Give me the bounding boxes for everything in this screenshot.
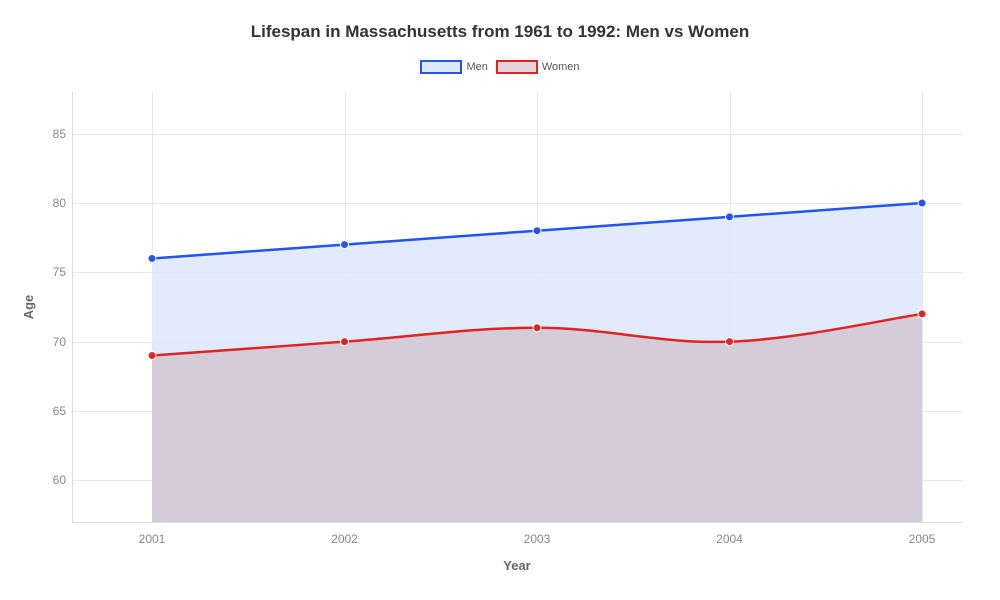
x-tick-label: 2004 bbox=[716, 532, 743, 546]
y-tick-label: 75 bbox=[42, 265, 66, 279]
legend-item[interactable]: Women bbox=[496, 60, 580, 74]
data-point[interactable] bbox=[533, 227, 541, 235]
x-tick-label: 2002 bbox=[331, 532, 358, 546]
legend-swatch bbox=[420, 60, 462, 74]
series-layer bbox=[72, 92, 962, 522]
data-point[interactable] bbox=[918, 199, 926, 207]
data-point[interactable] bbox=[148, 352, 156, 360]
y-axis-title: Age bbox=[21, 295, 36, 320]
data-point[interactable] bbox=[148, 254, 156, 262]
data-point[interactable] bbox=[918, 310, 926, 318]
data-point[interactable] bbox=[726, 213, 734, 221]
x-tick-label: 2005 bbox=[909, 532, 936, 546]
x-axis-line bbox=[72, 522, 962, 523]
y-tick-label: 65 bbox=[42, 404, 66, 418]
y-tick-label: 80 bbox=[42, 196, 66, 210]
data-point[interactable] bbox=[533, 324, 541, 332]
legend-label: Women bbox=[542, 61, 580, 73]
chart-title: Lifespan in Massachusetts from 1961 to 1… bbox=[0, 22, 1000, 42]
data-point[interactable] bbox=[341, 338, 349, 346]
x-axis-title: Year bbox=[503, 558, 530, 573]
legend-label: Men bbox=[466, 61, 487, 73]
legend-swatch bbox=[496, 60, 538, 74]
y-tick-label: 70 bbox=[42, 335, 66, 349]
x-tick-label: 2003 bbox=[524, 532, 551, 546]
x-tick-label: 2001 bbox=[139, 532, 166, 546]
y-tick-label: 60 bbox=[42, 473, 66, 487]
legend: Men Women bbox=[0, 60, 1000, 74]
legend-item[interactable]: Men bbox=[420, 60, 487, 74]
y-tick-label: 85 bbox=[42, 127, 66, 141]
data-point[interactable] bbox=[341, 241, 349, 249]
plot-area bbox=[72, 92, 962, 522]
chart-container: Lifespan in Massachusetts from 1961 to 1… bbox=[0, 0, 1000, 600]
data-point[interactable] bbox=[726, 338, 734, 346]
